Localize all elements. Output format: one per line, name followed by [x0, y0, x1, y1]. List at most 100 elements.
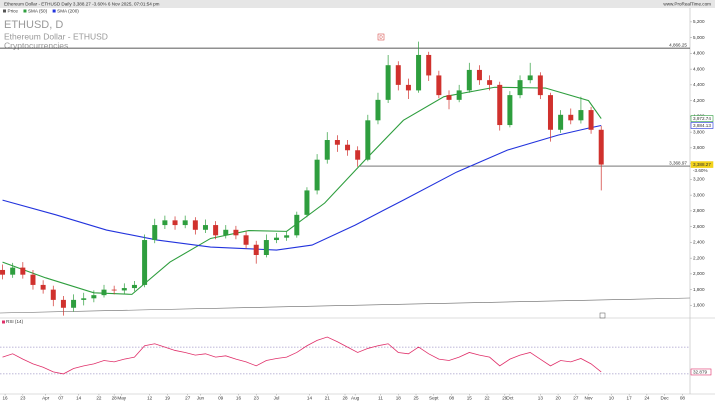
x-tick-label: 16 — [3, 396, 9, 401]
candle-body — [416, 54, 422, 91]
candle-body — [497, 84, 503, 126]
y-tick-label: 2,800 — [693, 208, 705, 213]
candle-body — [385, 65, 391, 100]
y-tick-label: 2,600 — [693, 224, 705, 229]
candle-body — [50, 289, 56, 300]
header-bar — [0, 0, 715, 8]
rsi-swatch — [2, 320, 5, 324]
x-tick-label: 27 — [185, 396, 191, 401]
x-tick-label: 08 — [680, 396, 686, 401]
price-tag — [690, 115, 714, 122]
y-tick-label: 3,800 — [693, 129, 705, 134]
candle-body — [0, 269, 6, 275]
x-tick-label: 14 — [76, 396, 82, 401]
legend-swatch — [23, 9, 27, 13]
candle-body — [304, 190, 310, 215]
candle-body — [365, 120, 371, 160]
event-marker: D — [379, 35, 383, 40]
legend-swatch — [52, 9, 56, 13]
x-tick-label: Sept — [429, 396, 439, 401]
price-tag-label: 3,388.27 — [693, 162, 711, 167]
candle-body — [466, 69, 472, 91]
price-tag-label: 3,884.13 — [693, 123, 711, 128]
candle-body — [202, 225, 208, 230]
header-text: Ethereum Dollar - ETHUSD Daily 3,388.27 … — [4, 1, 160, 6]
candle-body — [131, 284, 137, 289]
price-tag-label: 3,972.74 — [693, 116, 711, 121]
x-tick-label: 19 — [165, 396, 171, 401]
candle-body — [10, 267, 16, 275]
candle-body — [405, 84, 411, 91]
y-tick-label: 5,000 — [693, 35, 705, 40]
x-tick-label: 10 — [609, 396, 615, 401]
candle-body — [426, 54, 432, 76]
candle-body — [537, 75, 543, 96]
candle-body — [527, 75, 533, 81]
x-tick-label: 12 — [147, 396, 153, 401]
x-tick-label: Dec — [661, 396, 670, 401]
candle-body — [294, 214, 300, 236]
candle-body — [111, 289, 117, 291]
candle-body — [142, 240, 148, 285]
candle-body — [40, 284, 46, 290]
y-tick-label: 4,400 — [693, 82, 705, 87]
candle-body — [558, 114, 564, 130]
candle-body — [547, 95, 553, 130]
rsi-legend: RSI (14) — [6, 319, 24, 324]
chart-title: ETHUSD, D — [4, 19, 63, 31]
x-tick-label: 22 — [96, 396, 102, 401]
x-tick-label: 23 — [20, 396, 26, 401]
candle-body — [263, 240, 269, 255]
price-tag — [690, 122, 714, 129]
x-tick-label: Jul — [274, 396, 280, 401]
candle-body — [182, 220, 188, 226]
x-tick-label: 14 — [307, 396, 313, 401]
y-tick-label: 4,600 — [693, 66, 705, 71]
ma-line — [2, 124, 602, 251]
candle-body — [91, 295, 97, 299]
x-tick-label: 28 — [342, 396, 348, 401]
candle-body — [172, 220, 178, 226]
candle-body — [375, 99, 381, 121]
x-tick-label: Oct — [506, 396, 514, 401]
candle-body — [162, 220, 168, 226]
change-label: -3.60% — [693, 168, 708, 173]
candle-body — [568, 114, 574, 121]
x-tick-label: 07 — [58, 396, 64, 401]
x-tick-label: 16 — [236, 396, 242, 401]
y-tick-label: 4,800 — [693, 51, 705, 56]
rsi-line — [2, 336, 602, 375]
y-tick-label: 4,200 — [693, 98, 705, 103]
x-tick-label: 18 — [396, 396, 402, 401]
candle-body — [355, 150, 361, 160]
legend-label: SMA (50) — [28, 8, 48, 13]
x-tick-label: 13 — [538, 396, 544, 401]
candle-body — [446, 95, 452, 100]
candle-body — [213, 225, 219, 236]
y-tick-label: 2,200 — [693, 255, 705, 260]
x-tick-label: Nov — [584, 396, 593, 401]
candle-body — [152, 225, 158, 241]
y-tick-label: 1,800 — [693, 287, 705, 292]
x-tick-label: 29 — [502, 396, 508, 401]
candle-body — [578, 110, 584, 121]
candle-body — [507, 95, 513, 126]
site-text: www.ProRealTime.com — [663, 1, 711, 6]
candle-body — [436, 75, 442, 96]
candle-body — [223, 229, 229, 236]
candle-body — [253, 244, 259, 255]
candle-body — [395, 65, 401, 85]
candle-body — [81, 298, 87, 300]
rsi-tag — [690, 368, 712, 376]
legend-label: Price — [8, 8, 19, 13]
x-tick-label: 20 — [556, 396, 562, 401]
candle-body — [345, 144, 351, 151]
x-tick-label: May — [117, 396, 126, 401]
candle-body — [233, 229, 239, 236]
x-tick-label: 24 — [644, 396, 650, 401]
candle-body — [456, 90, 462, 100]
x-tick-label: 23 — [254, 396, 260, 401]
candle-body — [192, 220, 198, 230]
y-tick-label: 2,400 — [693, 240, 705, 245]
